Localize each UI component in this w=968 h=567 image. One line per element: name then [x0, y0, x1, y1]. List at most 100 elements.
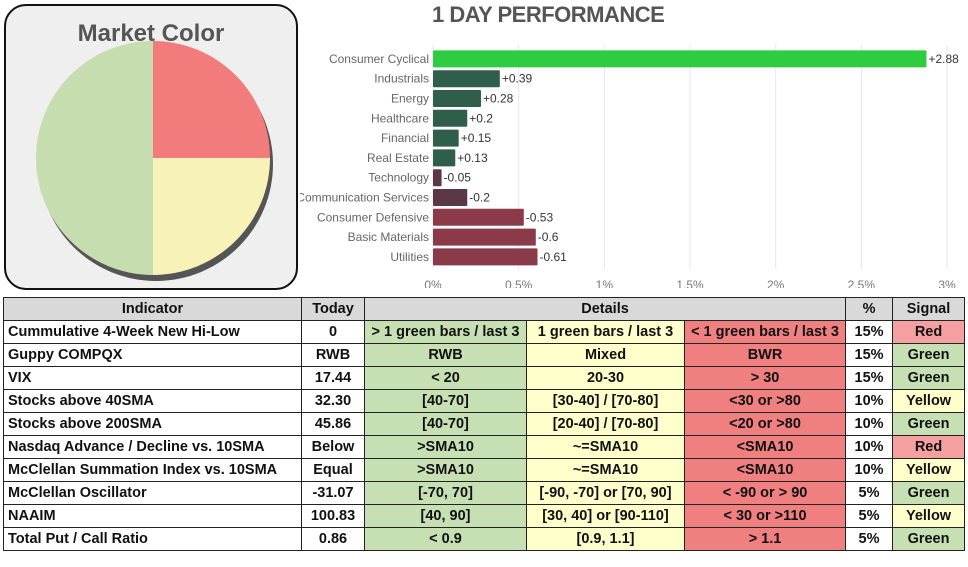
category-label: Communication Services — [300, 191, 429, 205]
detail-yellow: 20-30 — [526, 366, 685, 390]
detail-green: [40, 90] — [364, 504, 527, 528]
today-value: 0.86 — [301, 527, 365, 551]
weight-pct: 10% — [845, 412, 894, 436]
performance-bar-chart: 0% 0.5% 1% 1.5% 2% 2.5% 3% Consumer Cyclical +2.… — [300, 45, 959, 288]
signal-value: Yellow — [892, 504, 966, 528]
x-tick-label: 1% — [596, 278, 614, 288]
bar-value-label: -0.61 — [540, 250, 568, 264]
category-label: Energy — [391, 92, 429, 106]
detail-green: < 0.9 — [364, 527, 527, 551]
signal-value: Yellow — [892, 389, 966, 413]
table-row: Stocks above 40SMA 32.30 [40-70] [30-40] / … — [3, 389, 966, 413]
detail-red: BWR — [683, 343, 847, 367]
category-label: Utilities — [390, 250, 429, 264]
bar-value-label: +2.88 — [928, 52, 959, 66]
signal-value: Green — [892, 343, 966, 367]
category-label: Technology — [368, 171, 429, 185]
bar-value-label: +0.13 — [457, 151, 488, 165]
detail-yellow: [30, 40] or [90-110] — [526, 504, 685, 528]
indicator-name: Total Put / Call Ratio — [3, 527, 302, 551]
signal-value: Green — [892, 481, 966, 505]
indicator-name: Nasdaq Advance / Decline vs. 10SMA — [3, 435, 302, 459]
category-label: Consumer Cyclical — [329, 52, 429, 66]
today-value: 17.44 — [301, 366, 365, 390]
bar-value-label: +0.39 — [502, 72, 533, 86]
bar-value-label: -0.05 — [444, 171, 472, 185]
weight-pct: 15% — [845, 343, 894, 367]
category-label: Industrials — [374, 72, 429, 86]
indicator-name: Cummulative 4-Week New Hi-Low — [3, 320, 302, 344]
detail-yellow: ~=SMA10 — [526, 458, 685, 482]
detail-red: < 1 green bars / last 3 — [683, 320, 847, 344]
indicator-name: Guppy COMPQX — [3, 343, 302, 367]
bar — [433, 189, 468, 206]
bar-value-label: -0.53 — [526, 210, 554, 224]
signal-value: Red — [892, 435, 966, 459]
detail-red: <SMA10 — [683, 458, 847, 482]
indicator-name: Stocks above 40SMA — [3, 389, 302, 413]
category-label: Basic Materials — [348, 230, 429, 244]
detail-yellow: ~=SMA10 — [526, 435, 685, 459]
weight-pct: 5% — [845, 481, 894, 505]
today-value: 45.86 — [301, 412, 365, 436]
table-row: VIX 17.44 < 20 20-30 > 30 15% Green — [3, 366, 966, 390]
bar-value-label: +0.15 — [461, 131, 492, 145]
indicator-name: Stocks above 200SMA — [3, 412, 302, 436]
today-value: 0 — [301, 320, 365, 344]
bar — [433, 208, 524, 226]
bar-value-label: +0.2 — [469, 111, 493, 125]
today-value: Equal — [301, 458, 365, 482]
detail-red: < 30 or >110 — [683, 504, 847, 528]
header-today: Today — [301, 297, 365, 321]
detail-red: <30 or >80 — [683, 389, 847, 413]
detail-yellow: [0.9, 1.1] — [526, 527, 685, 551]
detail-red: > 30 — [683, 366, 847, 390]
detail-green: [-70, 70] — [364, 481, 527, 505]
table-row: Cummulative 4-Week New Hi-Low 0 > 1 green … — [3, 320, 966, 344]
detail-red: <20 or >80 — [683, 412, 847, 436]
pie-slice-red — [153, 41, 270, 158]
bar — [433, 90, 481, 107]
bar — [433, 228, 536, 246]
chart-title: 1 DAY PERFORMANCE — [432, 2, 665, 27]
detail-yellow: [30-40] / [70-80] — [526, 389, 685, 413]
detail-red: > 1.1 — [683, 527, 847, 551]
bar — [433, 169, 442, 187]
detail-yellow: [-90, -70] or [70, 90] — [526, 481, 685, 505]
weight-pct: 5% — [845, 527, 894, 551]
detail-red: <SMA10 — [683, 435, 847, 459]
bar-value-label: -0.6 — [538, 230, 559, 244]
bar-value-label: -0.2 — [469, 191, 490, 205]
bar — [433, 50, 927, 68]
weight-pct: 15% — [845, 366, 894, 390]
indicator-name: McClellan Oscillator — [3, 481, 302, 505]
bar — [433, 248, 538, 266]
detail-yellow: [20-40] / [70-80] — [526, 412, 685, 436]
x-tick-label: 0% — [424, 278, 442, 288]
bar — [433, 149, 456, 167]
category-label: Consumer Defensive — [317, 210, 429, 224]
today-value: Below — [301, 435, 365, 459]
table-row: Guppy COMPQX RWB RWB Mixed BWR 15% Green — [3, 343, 966, 367]
x-tick-label: 3% — [938, 278, 956, 288]
today-value: 100.83 — [301, 504, 365, 528]
table-row: NAAIM 100.83 [40, 90] [30, 40] or [90-110] <… — [3, 504, 966, 528]
market-color-pie — [36, 41, 273, 281]
detail-green: [40-70] — [364, 389, 527, 413]
today-value: 32.30 — [301, 389, 365, 413]
bar — [433, 129, 459, 147]
x-tick-label: 2.5% — [848, 278, 876, 288]
today-value: -31.07 — [301, 481, 365, 505]
detail-green: >SMA10 — [364, 458, 527, 482]
detail-green: > 1 green bars / last 3 — [364, 320, 527, 344]
signal-value: Green — [892, 366, 966, 390]
category-label: Financial — [381, 131, 429, 145]
weight-pct: 5% — [845, 504, 894, 528]
indicator-name: NAAIM — [3, 504, 302, 528]
detail-green: [40-70] — [364, 412, 527, 436]
category-label: Real Estate — [367, 151, 429, 165]
detail-yellow: 1 green bars / last 3 — [526, 320, 685, 344]
signal-value: Red — [892, 320, 966, 344]
table-row: Total Put / Call Ratio 0.86 < 0.9 [0.9, 1.1… — [3, 527, 966, 551]
x-tick-label: 0.5% — [505, 278, 533, 288]
